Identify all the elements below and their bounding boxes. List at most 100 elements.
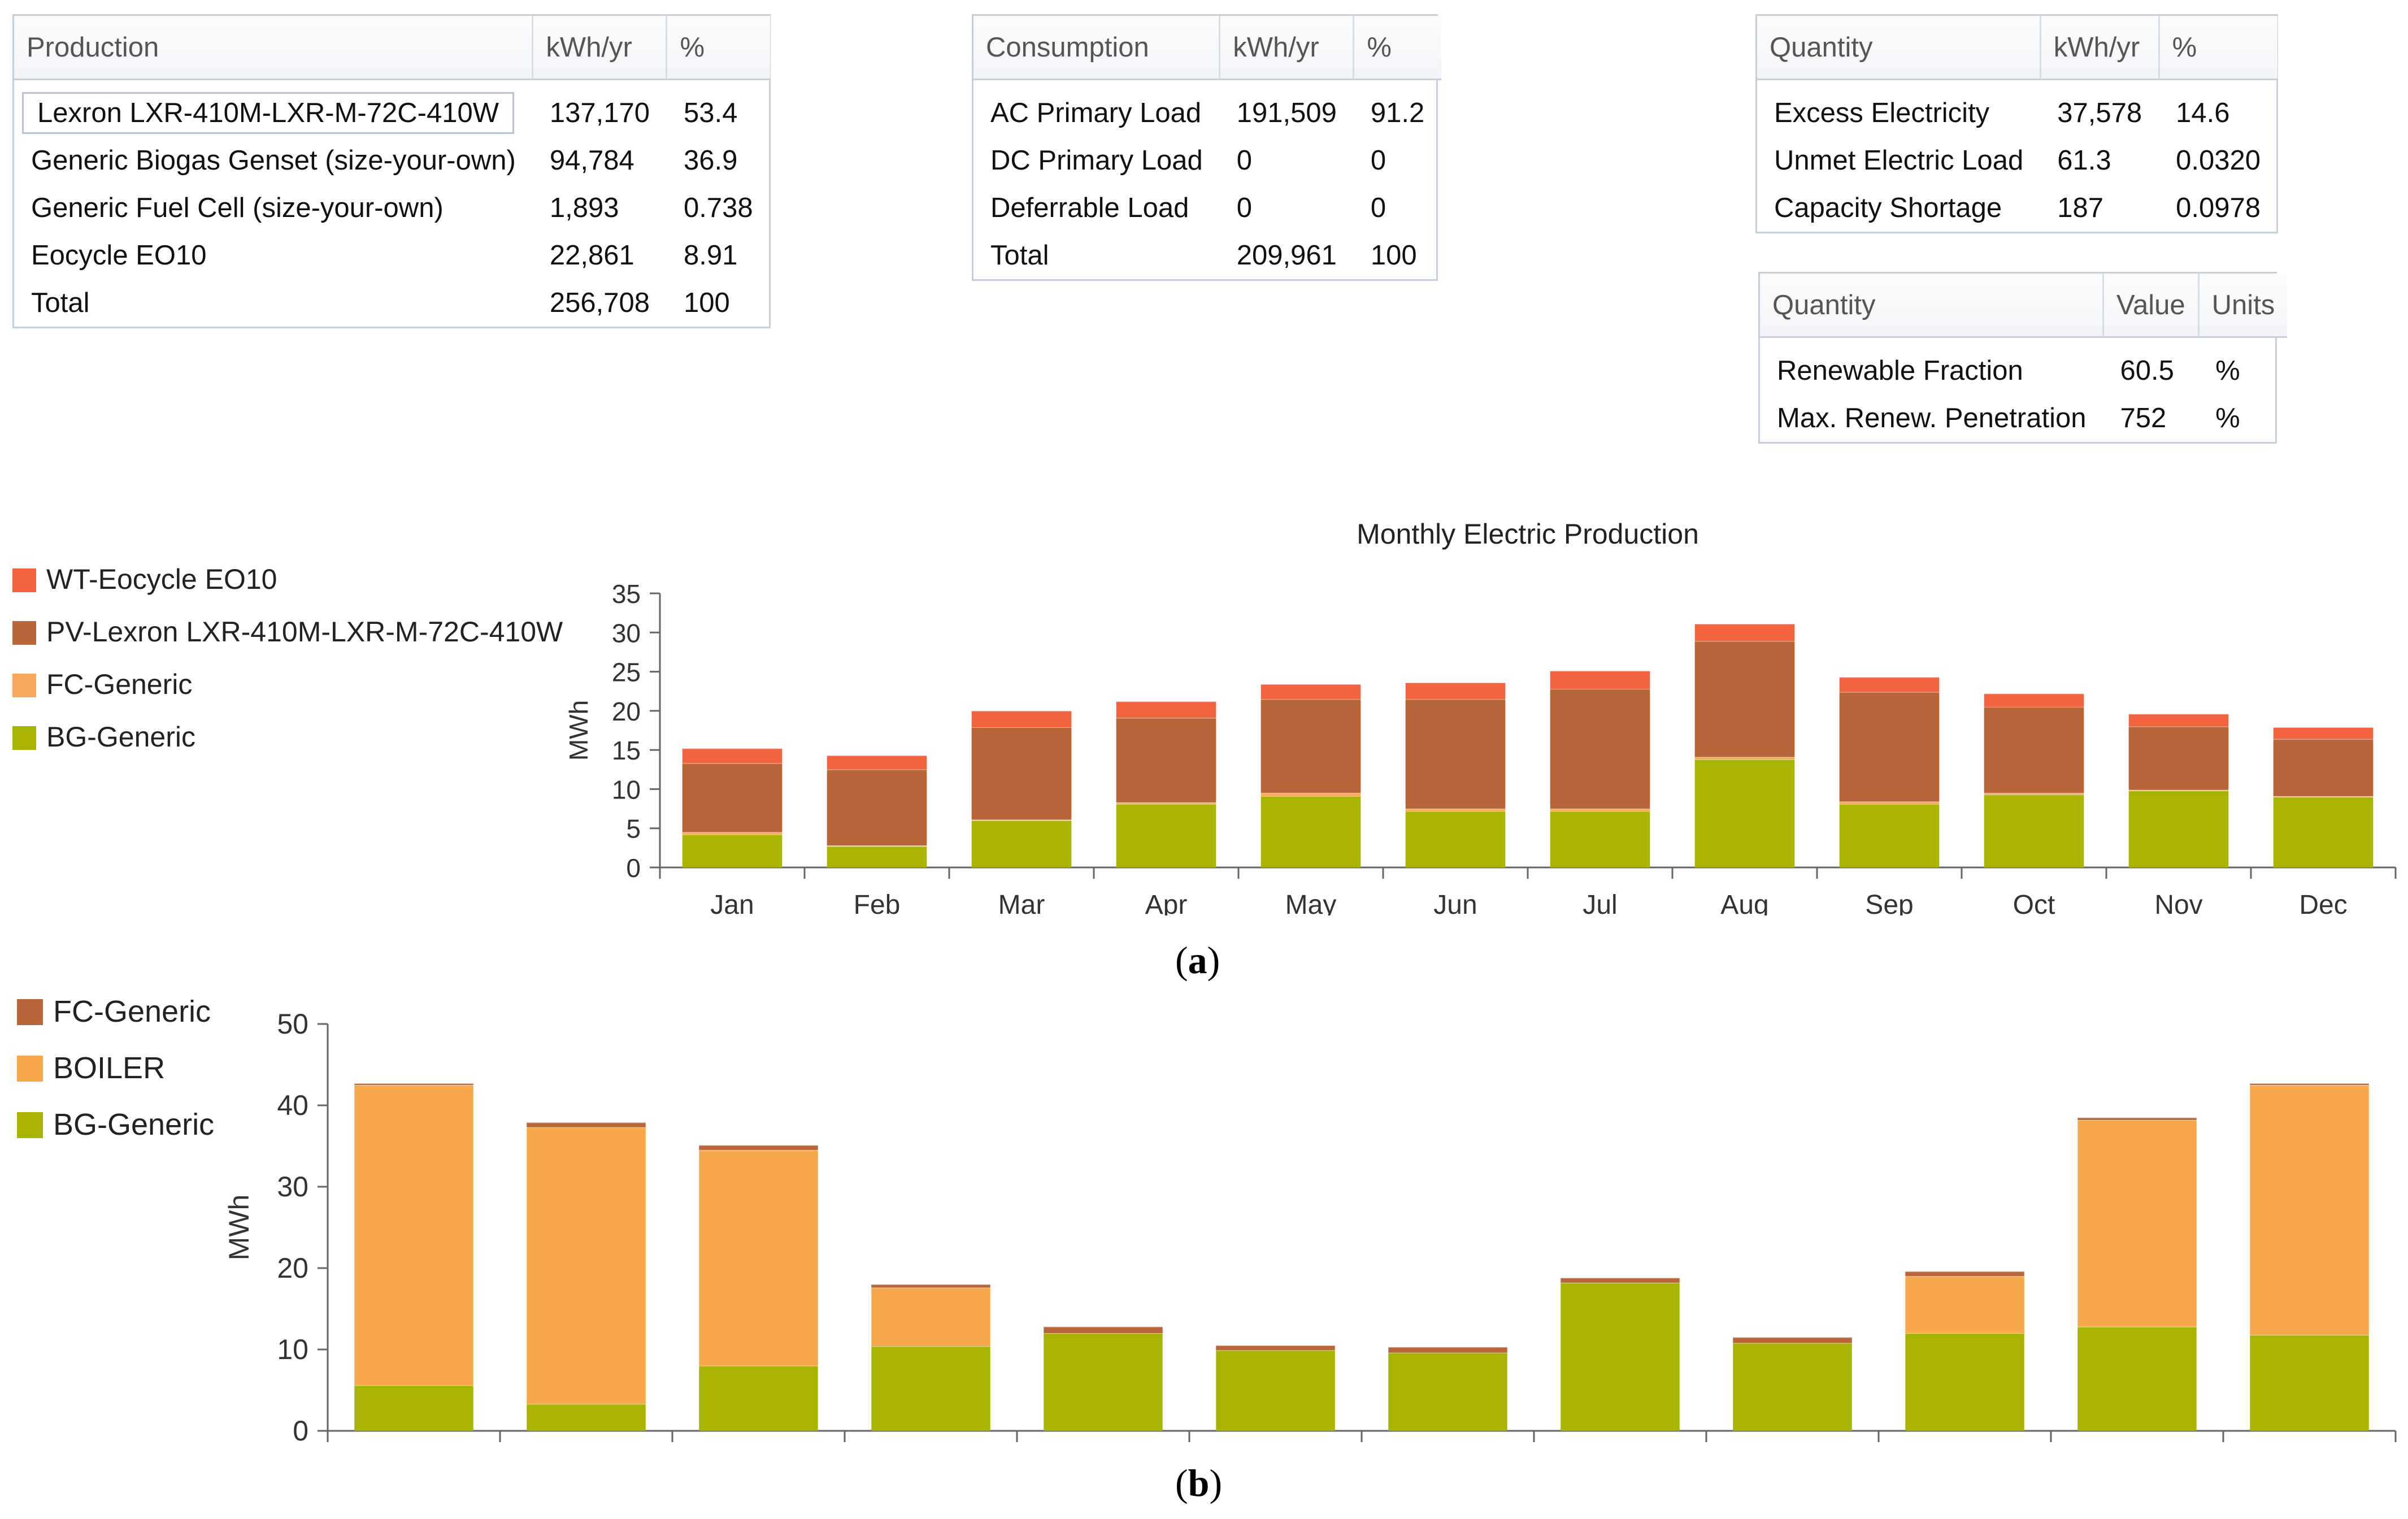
legend-label: BG-Generic	[53, 1108, 214, 1142]
bar-segment	[1116, 804, 1216, 867]
consumption-pct-header[interactable]: %	[1353, 16, 1442, 80]
table-row[interactable]: Excess Electricity 37,578 14.6	[1757, 80, 2277, 137]
x-tick-label: Oct	[2013, 890, 2055, 915]
table-row[interactable]: Total 209,961 100	[973, 232, 1441, 279]
table-row[interactable]: Eocycle EO10 22,861 8.91	[14, 232, 770, 279]
table-cell-kwh: 0	[1236, 145, 1253, 176]
legend-swatch	[12, 621, 36, 645]
table-cell-pct: 0	[1370, 193, 1386, 223]
bar-segment	[1905, 1333, 2024, 1431]
table-cell-kwh: 209,961	[1236, 240, 1337, 271]
table-row[interactable]: Deferrable Load 0 0	[973, 184, 1441, 232]
quantity-header[interactable]: Quantity	[1757, 16, 2041, 80]
bar-segment	[1694, 757, 1795, 760]
table-row[interactable]: Capacity Shortage 187 0.0978	[1757, 184, 2277, 232]
bar-segment	[1388, 1347, 1507, 1353]
table-row[interactable]: Generic Fuel Cell (size-your-own) 1,893 …	[14, 184, 770, 232]
bar-segment	[699, 1150, 818, 1366]
table-row[interactable]: Generic Biogas Genset (size-your-own) 94…	[14, 137, 770, 184]
x-tick-label: Apr	[1145, 890, 1188, 915]
legend-label: FC-Generic	[53, 995, 211, 1028]
y-tick-label: 15	[612, 736, 641, 765]
table-cell-kwh: 37,578	[2057, 98, 2142, 128]
table-cell-name: Renewable Fraction	[1777, 355, 2023, 386]
legend-swatch	[12, 674, 36, 697]
bar-segment	[1984, 706, 2084, 793]
table-cell-name: Capacity Shortage	[1774, 193, 2002, 223]
bar-segment	[1260, 684, 1361, 700]
legend-swatch	[17, 999, 43, 1025]
bar-segment	[527, 1122, 646, 1127]
table-cell-name: Eocycle EO10	[31, 240, 207, 271]
bar-segment	[971, 727, 1072, 820]
production-kwh-header[interactable]: kWh/yr	[532, 16, 668, 80]
table-cell-pct: 53.4	[683, 98, 738, 128]
renewable-quantity-header[interactable]: Quantity	[1760, 274, 2104, 338]
bar-segment	[1550, 811, 1650, 867]
table-cell-name: Excess Electricity	[1774, 98, 1990, 128]
production-pct-header[interactable]: %	[666, 16, 770, 80]
legend-swatch	[12, 726, 36, 750]
renewable-units-header[interactable]: Units	[2198, 274, 2288, 338]
bar-segment	[1839, 801, 1940, 804]
legend-swatch	[17, 1056, 43, 1082]
consumption-kwh-header[interactable]: kWh/yr	[1219, 16, 1355, 80]
legend-swatch	[17, 1112, 43, 1138]
bar-segment	[871, 1346, 990, 1431]
bar-segment	[827, 755, 927, 770]
bar-segment	[354, 1085, 473, 1386]
table-cell-name[interactable]: Lexron LXR-410M-LXR-M-72C-410W	[14, 80, 533, 137]
quantity-pct-header[interactable]: %	[2159, 16, 2277, 80]
consumption-header[interactable]: Consumption	[973, 16, 1221, 80]
bar-segment	[1905, 1276, 2024, 1334]
bar-segment	[1984, 693, 2084, 707]
table-cell-pct: 0.0320	[2176, 145, 2261, 176]
bar-segment	[1984, 795, 2084, 867]
bar-segment	[1216, 1345, 1335, 1351]
bar-segment	[2273, 797, 2374, 867]
table-cell-name: Deferrable Load	[990, 193, 1189, 223]
bar-segment	[1116, 802, 1216, 804]
table-cell-name: Generic Fuel Cell (size-your-own)	[31, 193, 444, 223]
bar-segment	[2128, 726, 2229, 790]
renewable-value-header[interactable]: Value	[2103, 274, 2200, 338]
bar-segment	[1260, 699, 1361, 793]
bar-segment	[1561, 1282, 1680, 1431]
bar-segment	[1405, 811, 1506, 867]
legend-label: BG-Generic	[46, 721, 195, 753]
table-row[interactable]: DC Primary Load 0 0	[973, 137, 1441, 184]
table-row[interactable]: Total 256,708 100	[14, 279, 770, 327]
y-tick-label: 25	[612, 658, 641, 687]
bar-segment	[1216, 1350, 1335, 1431]
table-cell-kwh: 191,509	[1236, 98, 1337, 128]
x-tick-label: Sep	[1865, 890, 1913, 915]
table-cell-name: Unmet Electric Load	[1774, 145, 2024, 176]
bar-segment	[2077, 1119, 2197, 1327]
table-cell-name: Max. Renew. Penetration	[1777, 403, 2087, 433]
table-cell-kwh: 0	[1236, 193, 1253, 223]
bar-segment	[1260, 793, 1361, 796]
bar-segment	[1733, 1337, 1852, 1343]
x-tick-label: Jul	[1583, 890, 1617, 915]
bar-segment	[527, 1404, 646, 1431]
y-tick-label: 35	[612, 579, 641, 609]
bar-segment	[1405, 699, 1506, 809]
quantity-kwh-header[interactable]: kWh/yr	[2040, 16, 2160, 80]
bar-segment	[1116, 701, 1216, 718]
bar-segment	[1694, 759, 1795, 867]
bar-segment	[1405, 809, 1506, 811]
table-row[interactable]: Lexron LXR-410M-LXR-M-72C-410W 137,170 5…	[14, 80, 770, 137]
table-row[interactable]: Unmet Electric Load 61.3 0.0320	[1757, 137, 2277, 184]
table-cell-name: Generic Biogas Genset (size-your-own)	[31, 145, 516, 176]
table-cell-name: DC Primary Load	[990, 145, 1203, 176]
table-row[interactable]: Max. Renew. Penetration 752 %	[1760, 394, 2287, 442]
y-tick-label: 10	[612, 775, 641, 804]
consumption-table: Consumption kWh/yr % AC Primary Load 191…	[972, 14, 1442, 281]
caption-b: (b)	[1175, 1461, 1223, 1504]
table-row[interactable]: AC Primary Load 191,509 91.2	[973, 80, 1441, 137]
legend-label: FC-Generic	[46, 669, 192, 700]
production-header[interactable]: Production	[14, 16, 534, 80]
table-row[interactable]: Renewable Fraction 60.5 %	[1760, 337, 2287, 395]
bar-segment	[1733, 1343, 1852, 1431]
bar-segment	[2250, 1335, 2369, 1431]
